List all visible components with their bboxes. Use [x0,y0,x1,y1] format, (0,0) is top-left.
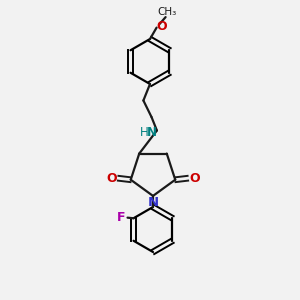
Text: CH₃: CH₃ [158,7,177,17]
Text: O: O [189,172,200,185]
Text: H: H [140,126,149,140]
Text: N: N [147,126,157,140]
Text: F: F [117,211,126,224]
Text: O: O [157,20,167,34]
Text: O: O [106,172,117,185]
Text: N: N [147,196,159,209]
